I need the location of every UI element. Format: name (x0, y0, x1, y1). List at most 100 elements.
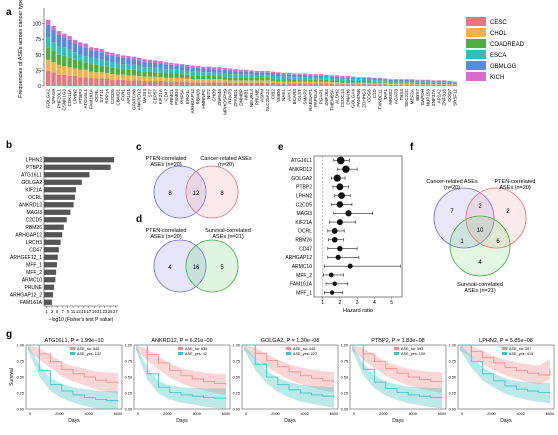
venn-d-right-label-1: Survival-correlated (205, 228, 251, 234)
panel-a-bar-segment (206, 66, 211, 69)
panel-a-bar-segment (126, 75, 131, 81)
panel-label-e: e (278, 142, 284, 153)
panel-a-bar-segment (158, 63, 163, 69)
panel-b-category-label: MFF_1 (26, 262, 42, 268)
venn-f-c-label-2: ASEs (n=21) (464, 288, 496, 294)
panel-a-bar-segment (254, 71, 260, 73)
panel-a-bar-segment (254, 80, 260, 83)
panel-a-bar-segment (88, 57, 94, 65)
panel-a-bar-segment (265, 72, 270, 76)
km-y-tick-label: 1.00 (233, 344, 240, 348)
panel-a-bar-segment (88, 50, 94, 58)
panel-e-hazard-point (336, 201, 344, 208)
panel-a-bar-segment (388, 81, 393, 83)
km-y-tick-label: 0.25 (449, 392, 456, 396)
panel-a-bar-segment (51, 26, 56, 30)
panel-a-bar-segment (62, 47, 67, 57)
panel-a-bar-segment (388, 82, 393, 84)
panel-a-bar-segment (46, 47, 51, 60)
panel-a-bar-segment (99, 59, 104, 67)
panel-a-bar-segment (147, 81, 153, 86)
panel-a-x-tick-label: PHF5A (179, 88, 184, 104)
panel-a-bar-segment (83, 43, 88, 48)
panel-a-bar-segment (195, 71, 201, 76)
panel-a-bar-segment (372, 81, 377, 83)
venn-d-left-label-2: ASEs (n=20) (150, 234, 182, 240)
panel-b-bar (44, 194, 75, 200)
panel-a-bar-segment (415, 80, 420, 82)
panel-a-bar-segment (329, 78, 334, 81)
km-y-tick-label: 1.00 (125, 344, 132, 348)
panel-a-bar-segment (56, 31, 62, 35)
panel-a-x-tick-label: DNAH6 (345, 89, 350, 105)
km-plot-frame (133, 344, 231, 410)
panel-a-bar-segment (452, 83, 458, 85)
panel-a-bar-segment (350, 79, 356, 82)
panel-a-bar-segment (115, 54, 120, 57)
panel-b-category-label: GOLGA2 (21, 180, 42, 186)
km-x-axis-label: Days (500, 418, 512, 424)
km-confidence-band-yes (244, 345, 334, 408)
panel-a-bar-segment (377, 82, 383, 85)
panel-a-bar-segment (163, 81, 169, 86)
panel-a-bar-segment (297, 79, 302, 82)
km-plot-title: ANKRD12, P = 6.21e−09 (151, 338, 212, 344)
panel-a-bar-segment (441, 80, 447, 82)
panel-a-bar-segment (367, 77, 372, 78)
panel-a-bar-segment (88, 77, 94, 86)
panel-a-bar-segment (356, 79, 361, 82)
panel-a-bar-segment (126, 58, 131, 65)
panel-b-x-tick-label: 11 (71, 309, 76, 314)
panel-a-x-tick-label: ARMC1 (169, 89, 174, 106)
panel-a-bar-segment (436, 84, 441, 86)
panel-a-bar-segment (345, 79, 351, 82)
panel-a-bar-segment (436, 82, 441, 85)
panel-e-x-tick-label: 1 (321, 300, 324, 306)
panel-b-bar (44, 277, 56, 283)
panel-a-bar-segment (409, 82, 415, 84)
panel-a-bar-segment (222, 82, 227, 86)
panel-a-bar-segment (334, 80, 340, 83)
panel-b-category-label: ATG16L1 (21, 172, 42, 178)
panel-b-x-tick-label: 23 (102, 309, 107, 314)
panel-a-bar-segment (297, 81, 302, 84)
panel-a-bar-segment (329, 76, 334, 79)
panel-a-x-tick-label: CSNK1G3 (62, 89, 67, 111)
panel-a-bar-segment (120, 74, 126, 80)
km-x-tick-label: 6000 (546, 412, 554, 416)
panel-e-x-tick-label: 3 (356, 300, 359, 306)
panel-a-bar-segment (334, 78, 340, 81)
panel-a-bar-segment (94, 47, 99, 52)
panel-a-bar-segment (211, 82, 217, 86)
panel-a-bar-segment (153, 60, 158, 63)
panel-a-y-tick-label: 50 (35, 53, 41, 59)
panel-a-bar-segment (393, 84, 399, 86)
panel-a-bar-segment (334, 82, 340, 85)
km-survival-curve-yes (244, 344, 335, 398)
panel-a-bar-segment (78, 46, 83, 55)
panel-b-bar (44, 262, 57, 268)
km-plot-title: ATG16L1, P = 1.99e−10 (44, 338, 103, 344)
km-y-tick-label: 0.00 (233, 408, 240, 412)
panel-a-bar-segment (420, 84, 425, 86)
panel-a-bar-segment (340, 82, 345, 85)
panel-a-bar-segment (190, 79, 195, 83)
panel-a-bar-segment (179, 64, 185, 67)
panel-a-x-tick-label: ATG16L1 (83, 89, 88, 109)
panel-a-bar-segment (56, 54, 62, 65)
panel-a-bar-segment (99, 52, 104, 60)
panel-a-x-tick-label: CEP57 (153, 89, 158, 104)
panel-a-bar-segment (163, 73, 169, 78)
panel-a-bar-segment (292, 79, 297, 82)
panel-a-bar-segment (104, 51, 110, 55)
panel-a-bar-segment (260, 72, 265, 76)
panel-a-bar-segment (431, 81, 436, 83)
panel-a-bar-segment (356, 84, 361, 86)
km-legend-label-yes: ASE_yes: 132 (77, 352, 101, 356)
panel-a-x-tick-label: RBM26 (196, 89, 201, 105)
panel-a-x-tick-label: DNMBP (238, 89, 243, 106)
panel-a-bar-segment (94, 58, 99, 65)
km-legend-swatch-no (178, 347, 183, 350)
panel-a-bar-segment (201, 72, 206, 76)
km-plot-frame (241, 344, 339, 410)
